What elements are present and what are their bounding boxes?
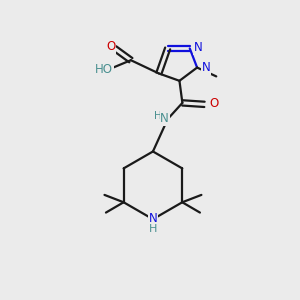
Text: O: O (106, 40, 116, 53)
Text: N: N (194, 41, 203, 54)
Text: N: N (160, 112, 169, 125)
Text: H: H (149, 224, 157, 234)
Text: HO: HO (95, 62, 113, 76)
Text: N: N (202, 61, 211, 74)
Text: N: N (148, 212, 157, 224)
Text: O: O (210, 97, 219, 110)
Text: H: H (154, 111, 162, 121)
